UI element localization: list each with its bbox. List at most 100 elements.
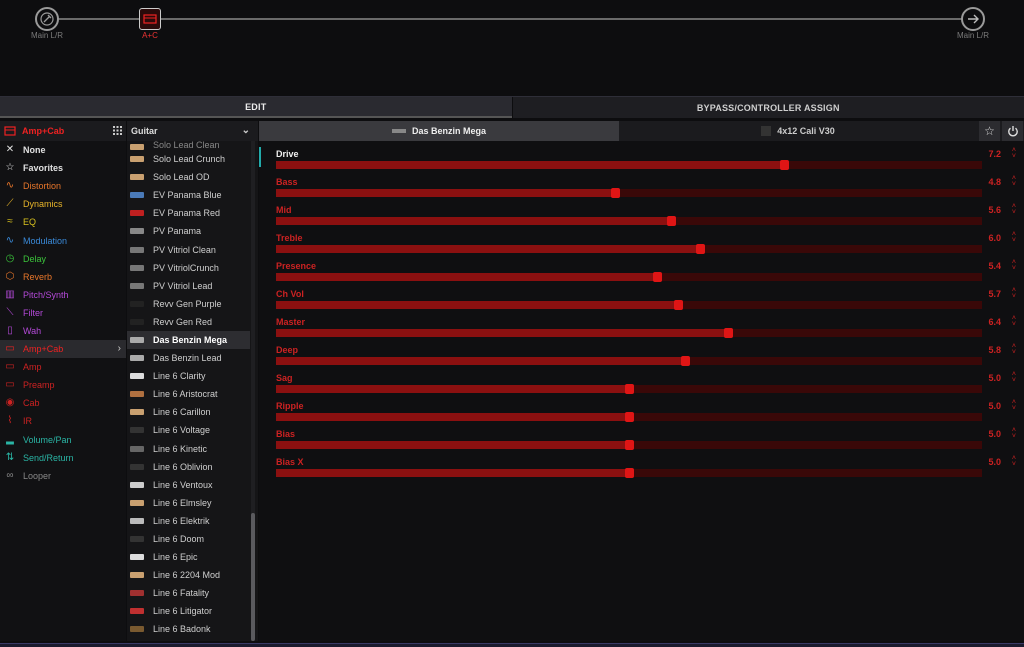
param-slider[interactable]	[276, 468, 982, 478]
stepper-arrows-icon[interactable]: ˄ ˅	[1011, 455, 1016, 468]
amp-cab-block[interactable]	[139, 8, 161, 30]
slider-handle[interactable]	[625, 440, 634, 450]
model-item[interactable]: Line 6 Epic	[127, 548, 250, 566]
stepper-arrows-icon[interactable]: ˄ ˅	[1011, 203, 1016, 216]
stepper-arrows-icon[interactable]: ˄ ˅	[1011, 371, 1016, 384]
grid-view-icon[interactable]	[113, 126, 122, 135]
slider-handle[interactable]	[625, 412, 634, 422]
model-item[interactable]: Line 6 Ventoux	[127, 476, 250, 494]
param-slider[interactable]	[276, 328, 982, 338]
stepper-arrows-icon[interactable]: ˄ ˅	[1011, 343, 1016, 356]
model-item[interactable]: Line 6 Badonk	[127, 620, 250, 638]
model-scrollbar[interactable]	[251, 141, 255, 641]
param-value[interactable]: 7.2	[988, 149, 1001, 159]
model-item[interactable]: PV VitriolCrunch	[127, 259, 250, 277]
model-item[interactable]: PV Panama	[127, 222, 250, 240]
category-item-amp[interactable]: ▭ Amp	[0, 358, 126, 376]
stepper-arrows-icon[interactable]: ˄ ˅	[1011, 259, 1016, 272]
model-item[interactable]: EV Panama Red	[127, 204, 250, 222]
param-value[interactable]: 5.0	[988, 373, 1001, 383]
param-value[interactable]: 5.8	[988, 345, 1001, 355]
model-item[interactable]: Revv Gen Red	[127, 313, 250, 331]
slider-handle[interactable]	[674, 300, 684, 310]
model-item[interactable]: Line 6 Clarity	[127, 367, 250, 385]
model-item[interactable]: Das Benzin Lead	[127, 349, 250, 367]
output-node[interactable]	[961, 7, 985, 31]
model-item[interactable]: Line 6 Fatality	[127, 584, 250, 602]
param-slider[interactable]	[276, 244, 982, 254]
category-item-cab[interactable]: ◉ Cab	[0, 394, 126, 412]
param-value[interactable]: 5.6	[988, 205, 1001, 215]
model-scroll-thumb[interactable]	[251, 513, 255, 641]
tab-edit[interactable]: EDIT	[0, 97, 512, 118]
slider-handle[interactable]	[667, 216, 677, 226]
category-item-dynamics[interactable]: ⟋ Dynamics	[0, 195, 126, 213]
stepper-arrows-icon[interactable]: ˄ ˅	[1011, 399, 1016, 412]
model-item[interactable]: Solo Lead Crunch	[127, 150, 250, 168]
category-item-favorites[interactable]: ☆ Favorites	[0, 159, 126, 177]
stepper-arrows-icon[interactable]: ˄ ˅	[1011, 147, 1016, 160]
category-item-none[interactable]: ✕ None	[0, 141, 126, 159]
category-item-pitch-synth[interactable]: ▥ Pitch/Synth	[0, 286, 126, 304]
stepper-arrows-icon[interactable]: ˄ ˅	[1011, 427, 1016, 440]
param-value[interactable]: 4.8	[988, 177, 1001, 187]
param-slider[interactable]	[276, 188, 982, 198]
param-value[interactable]: 5.0	[988, 429, 1001, 439]
category-item-preamp[interactable]: ▭ Preamp	[0, 376, 126, 394]
slider-handle[interactable]	[723, 328, 733, 338]
param-value[interactable]: 6.4	[988, 317, 1001, 327]
param-slider[interactable]	[276, 300, 982, 310]
model-item[interactable]: Solo Lead OD	[127, 168, 250, 186]
amp-model-tab[interactable]: Das Benzin Mega	[259, 121, 619, 141]
cab-model-tab[interactable]: 4x12 Cali V30	[619, 121, 977, 141]
model-item[interactable]: Line 6 Oblivion	[127, 458, 250, 476]
param-slider[interactable]	[276, 384, 982, 394]
stepper-arrows-icon[interactable]: ˄ ˅	[1011, 231, 1016, 244]
category-item-ir[interactable]: ⌇ IR	[0, 412, 126, 430]
param-slider[interactable]	[276, 412, 982, 422]
stepper-arrows-icon[interactable]: ˄ ˅	[1011, 175, 1016, 188]
category-item-amp-cab[interactable]: ▭ Amp+Cab ›	[0, 340, 126, 359]
param-value[interactable]: 5.0	[988, 457, 1001, 467]
param-value[interactable]: 5.7	[988, 289, 1001, 299]
param-slider[interactable]	[276, 272, 982, 282]
favorite-button[interactable]: ☆	[979, 121, 1000, 141]
model-item[interactable]: Line 6 Carillon	[127, 403, 250, 421]
category-item-filter[interactable]: ⟍ Filter	[0, 304, 126, 322]
param-value[interactable]: 6.0	[988, 233, 1001, 243]
model-item[interactable]: Line 6 2204 Mod	[127, 566, 250, 584]
category-item-delay[interactable]: ◷ Delay	[0, 250, 126, 268]
model-item[interactable]: Line 6 Elektrik	[127, 512, 250, 530]
model-item[interactable]: Line 6 Aristocrat	[127, 385, 250, 403]
tab-bypass-controller-assign[interactable]: BYPASS/CONTROLLER ASSIGN	[511, 97, 1024, 118]
model-item[interactable]: PV Vitriol Clean	[127, 240, 250, 258]
category-header[interactable]: Amp+Cab	[0, 121, 126, 141]
input-node[interactable]	[35, 7, 59, 31]
slider-handle[interactable]	[695, 244, 705, 254]
param-slider[interactable]	[276, 440, 982, 450]
category-item-distortion[interactable]: ∿ Distortion	[0, 177, 126, 195]
model-item[interactable]: Das Benzin Mega	[127, 330, 250, 350]
model-item[interactable]: Solo Lead Clean	[127, 141, 250, 150]
model-item[interactable]: Line 6 Kinetic	[127, 440, 250, 458]
param-slider[interactable]	[276, 356, 982, 366]
category-item-reverb[interactable]: ⬡ Reverb	[0, 268, 126, 286]
model-item[interactable]: Line 6 Litigator	[127, 602, 250, 620]
param-value[interactable]: 5.0	[988, 401, 1001, 411]
param-slider[interactable]	[276, 160, 982, 170]
category-item-wah[interactable]: ▯ Wah	[0, 322, 126, 340]
category-item-eq[interactable]: ≈ EQ	[0, 213, 126, 231]
model-filter-dropdown[interactable]: Guitar ⌄	[113, 121, 258, 141]
bypass-button[interactable]	[1002, 121, 1023, 141]
stepper-arrows-icon[interactable]: ˄ ˅	[1011, 287, 1016, 300]
model-item[interactable]: EV Panama Blue	[127, 186, 250, 204]
category-item-modulation[interactable]: ∿ Modulation	[0, 231, 126, 249]
model-item[interactable]: Line 6 Elmsley	[127, 494, 250, 512]
param-slider[interactable]	[276, 216, 982, 226]
slider-handle[interactable]	[625, 384, 634, 394]
model-item[interactable]: Revv Gen Purple	[127, 295, 250, 313]
slider-handle[interactable]	[610, 188, 620, 198]
model-item[interactable]: PV Vitriol Lead	[127, 277, 250, 295]
stepper-arrows-icon[interactable]: ˄ ˅	[1011, 315, 1016, 328]
model-item[interactable]: Line 6 Voltage	[127, 421, 250, 439]
